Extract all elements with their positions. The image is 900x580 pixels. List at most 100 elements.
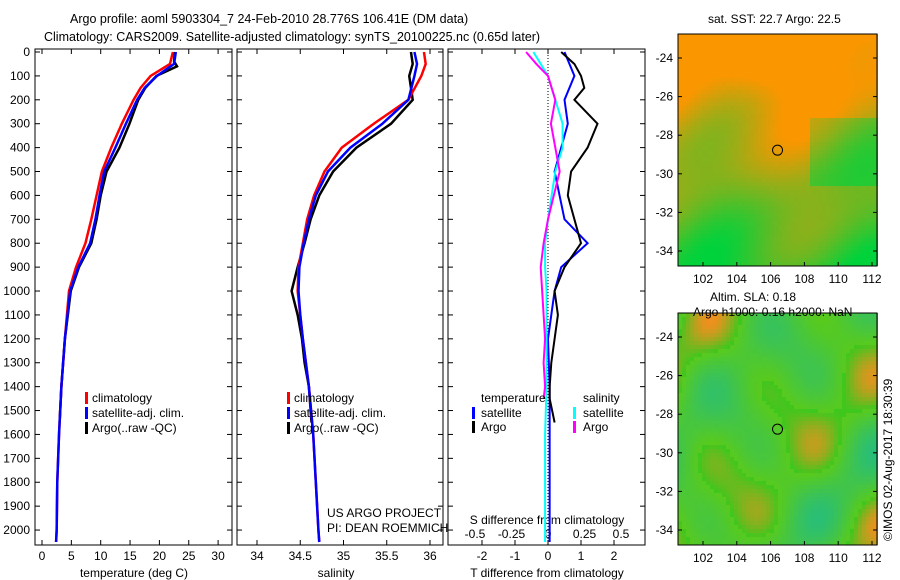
- sst-map-cell: [690, 138, 694, 142]
- sla-map-cell: [742, 433, 746, 437]
- sla-map-cell: [810, 317, 814, 321]
- sla-map-cell: [730, 321, 734, 325]
- sst-map-cell: [762, 162, 766, 166]
- sst-map-cell: [750, 242, 754, 246]
- sla-map-cell: [718, 445, 722, 449]
- sla-map-cell: [718, 313, 722, 317]
- sst-map-cell: [782, 158, 786, 162]
- s-diff-tick-label: -0.25: [498, 527, 526, 541]
- sla-map-cell: [758, 313, 762, 317]
- sst-map-cell: [822, 218, 826, 222]
- sst-map-cell: [790, 174, 794, 178]
- sst-map-cell: [690, 230, 694, 234]
- sst-map-cell: [850, 190, 854, 194]
- sla-map-cell: [786, 453, 790, 457]
- sst-map-cell: [702, 158, 706, 162]
- sla-map-cell: [714, 317, 718, 321]
- sla-map-cell: [798, 413, 802, 417]
- sst-map-cell: [810, 262, 814, 266]
- sst-map-cell: [754, 146, 758, 150]
- sst-map-cell: [678, 190, 682, 194]
- sst-map-cell: [682, 198, 686, 202]
- sst-map-cell: [762, 134, 766, 138]
- sst-map-cell: [810, 78, 814, 82]
- sst-map-cell: [726, 110, 730, 114]
- sst-map-cell: [722, 94, 726, 98]
- sla-map-cell: [854, 349, 858, 353]
- sst-map-cell: [678, 226, 682, 230]
- sst-map-cell: [762, 226, 766, 230]
- sst-map-cell: [790, 46, 794, 50]
- sla-map-cell: [846, 313, 850, 317]
- sst-map-cell: [690, 66, 694, 70]
- sst-map-cell: [694, 166, 698, 170]
- sla-map-cell: [874, 445, 878, 449]
- sst-map-cell: [758, 262, 762, 266]
- sst-map-cell: [846, 162, 850, 166]
- sst-map-cell: [802, 90, 806, 94]
- sst-map-cell: [758, 246, 762, 250]
- sst-map-cell: [854, 174, 858, 178]
- sst-map-cell: [686, 106, 690, 110]
- sst-map-cell: [698, 194, 702, 198]
- sst-map-cell: [802, 250, 806, 254]
- sst-map-cell: [730, 146, 734, 150]
- sst-map-cell: [746, 250, 750, 254]
- sla-map-cell: [758, 317, 762, 321]
- sst-map-cell: [778, 174, 782, 178]
- sst-map-cell: [806, 90, 810, 94]
- sst-map-cell: [686, 166, 690, 170]
- sst-map-cell: [786, 138, 790, 142]
- sst-map-cell: [858, 46, 862, 50]
- sst-map-cell: [814, 186, 818, 190]
- sst-map-cell: [806, 194, 810, 198]
- sla-map-cell: [838, 393, 842, 397]
- sla-map-cell: [814, 353, 818, 357]
- sla-map-cell: [742, 409, 746, 413]
- sst-map-cell: [702, 178, 706, 182]
- sst-map-cell: [738, 262, 742, 266]
- sst-map-cell: [830, 166, 834, 170]
- sst-map-cell: [818, 58, 822, 62]
- pi-annotation: PI: DEAN ROEMMICH: [327, 521, 448, 535]
- sst-map-cell: [766, 102, 770, 106]
- sla-map-cell: [854, 405, 858, 409]
- sst-map-cell: [866, 142, 870, 146]
- sla-map-cell: [786, 365, 790, 369]
- sst-map-cell: [818, 38, 822, 42]
- sst-map-cell: [854, 194, 858, 198]
- sla-map-cell: [710, 317, 714, 321]
- sst-map-cell: [750, 102, 754, 106]
- sla-map-cell: [730, 437, 734, 441]
- sst-map-cell: [870, 74, 874, 78]
- sla-map-cell: [794, 413, 798, 417]
- sst-map-cell: [730, 130, 734, 134]
- sst-map-cell: [766, 66, 770, 70]
- sla-map-cell: [830, 361, 834, 365]
- sla-map-cell: [762, 357, 766, 361]
- sst-map-cell: [798, 262, 802, 266]
- sst-map-cell: [862, 254, 866, 258]
- sst-map-cell: [722, 50, 726, 54]
- sst-map-cell: [854, 222, 858, 226]
- sst-map-cell: [778, 78, 782, 82]
- sst-map-cell: [698, 62, 702, 66]
- sst-map-cell: [858, 242, 862, 246]
- sst-map-cell: [810, 214, 814, 218]
- sla-map-cell: [826, 421, 830, 425]
- sla-map-cell: [854, 337, 858, 341]
- sst-map-cell: [802, 166, 806, 170]
- sst-map-cell: [702, 130, 706, 134]
- sst-map-cell: [758, 250, 762, 254]
- sla-map-cell: [866, 349, 870, 353]
- sla-map-cell: [698, 337, 702, 341]
- sla-map-cell: [698, 409, 702, 413]
- sst-map-cell: [870, 178, 874, 182]
- sla-map-cell: [826, 373, 830, 377]
- sst-map-cell: [834, 214, 838, 218]
- sst-map-cell: [738, 210, 742, 214]
- sst-map-cell: [750, 234, 754, 238]
- sla-map-cell: [682, 341, 686, 345]
- sla-map-cell: [802, 321, 806, 325]
- sst-map-cell: [790, 150, 794, 154]
